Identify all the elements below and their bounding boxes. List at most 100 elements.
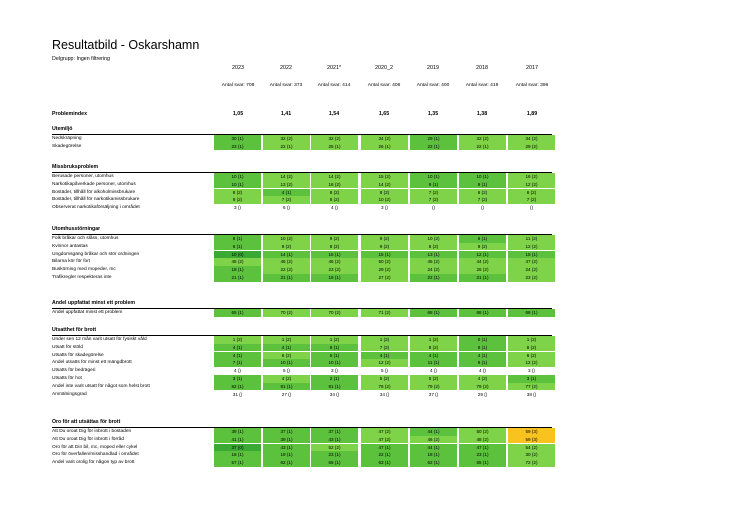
table-cell: 5 ()	[283, 368, 290, 374]
table-cell: 62 (1)	[410, 459, 457, 467]
table-cell: 21 (1)	[214, 274, 261, 282]
table-cell: 10 (2)	[410, 235, 457, 243]
section-underline	[52, 233, 552, 235]
table-cell: 5 (2)	[410, 375, 457, 383]
table-cell: 72 (2)	[508, 459, 555, 467]
table-cell: 8 (2)	[311, 196, 358, 205]
table-cell: 12 (1)	[459, 250, 506, 259]
table-cell: 16 (2)	[311, 180, 358, 189]
table-cell: 41 (1)	[214, 435, 261, 444]
row-label: Andel uppfattat minst ett problem	[52, 310, 123, 315]
row-label: Oro för att Din bil, mc, moped eller cyk…	[52, 444, 138, 450]
section-underline	[52, 133, 552, 135]
section-title: Missbruksproblem	[52, 164, 99, 170]
section-title: Utomhusstörningar	[52, 226, 101, 232]
table-cell: 15 (1)	[311, 250, 358, 259]
table-cell: 39 (1)	[263, 435, 310, 444]
table-cell: 23 (1)	[311, 451, 358, 460]
table-cell: 9 (1)	[410, 180, 457, 189]
section-title: Oro för att utsättas för brott	[52, 419, 121, 425]
table-cell: 38 ()	[526, 391, 537, 397]
table-cell: 71 (2)	[361, 309, 408, 317]
table-cell: 81 (1)	[311, 382, 358, 391]
table-cell: 3 ()	[331, 368, 338, 374]
table-row: Andel utsatts för minst ett mängdbrott 7 …	[52, 359, 555, 369]
table-cell: 5 (1)	[311, 351, 358, 360]
table-cell: 19 (1)	[311, 274, 358, 282]
row-label: Andel utsatts för minst ett mängdbrott	[52, 360, 132, 366]
table-cell: 70 (2)	[311, 309, 358, 317]
row-label: Utsatts för skadegörelse	[52, 352, 104, 358]
table-cell: 22 (1)	[459, 142, 506, 151]
table-cell: 44 (1)	[410, 428, 457, 436]
table-cell: 6 (2)	[508, 188, 555, 197]
answer-count: Antal svar: 373	[269, 83, 303, 88]
answer-count: Antal svar: 414	[317, 83, 351, 88]
table-cell: 1 (2)	[410, 336, 457, 344]
table-cell: 12 (2)	[508, 180, 555, 189]
table-cell: 34 ()	[379, 391, 390, 397]
table-cell: 13 (1)	[410, 250, 457, 259]
table-cell: 19 (1)	[263, 451, 310, 460]
table-row: Skadegörelse 23 (1) 22 (1) 25 (1) 26 (1) 22 (…	[52, 142, 555, 152]
table-cell: 4 ()	[430, 368, 437, 374]
table-cell: 52 (2)	[311, 443, 358, 452]
table-cell: 18 (1)	[410, 451, 457, 460]
table-cell: 1 (2)	[214, 336, 261, 344]
answer-count: Antal svar: 406	[367, 83, 401, 88]
table-cell: 11 (1)	[410, 359, 457, 368]
section-underline	[52, 334, 552, 336]
table-cell: 3 ()	[381, 205, 388, 211]
answer-count: Antal svar: 419	[465, 83, 499, 88]
table-cell: 29 (1)	[410, 135, 457, 143]
table-cell: 9 (2)	[214, 196, 261, 205]
table-cell: 10 (1)	[214, 173, 261, 181]
table-cell: 13 (2)	[263, 180, 310, 189]
table-cell: 27 ()	[281, 391, 292, 397]
table-cell: 65 (1)	[459, 459, 506, 467]
table-cell: 4 (2)	[263, 375, 310, 383]
table-cell: 3 (1)	[508, 375, 555, 383]
table-row: Andel uppfattat minst ett problem 65 (1) 7…	[52, 309, 555, 318]
section-title: Utemiljö	[52, 126, 73, 132]
table-cell: 7 (1)	[214, 359, 261, 368]
table-cell: 9 (2)	[311, 235, 358, 243]
table-cell: 1 (2)	[311, 336, 358, 344]
table-cell: 10 (2)	[263, 235, 310, 243]
table-cell: 10 (2)	[361, 196, 408, 205]
table-cell: 54 (2)	[508, 443, 555, 452]
section-underline	[52, 426, 552, 428]
section-title: Andel uppfattat minst ett problem	[52, 300, 135, 306]
table-cell: 46 (2)	[311, 258, 358, 267]
table-cell: 37 (1)	[263, 428, 310, 436]
table-cell: 27 (2)	[361, 274, 408, 282]
table-cell: 9 (1)	[459, 180, 506, 189]
table-cell: 4 (1)	[459, 351, 506, 360]
problemindex-value: 1,89	[526, 111, 538, 117]
table-cell: 2 (1)	[311, 375, 358, 383]
table-cell: 10 (1)	[459, 173, 506, 181]
section-underline	[52, 171, 552, 173]
table-cell: 43 (1)	[311, 435, 358, 444]
problemindex-value: 1,05	[232, 111, 244, 117]
row-label: Oro för överfallen/misshandlad i området	[52, 452, 139, 458]
year-header: 2017	[526, 65, 538, 71]
table-cell: 6 (1)	[459, 343, 506, 352]
section-title: Utsatthet för brott	[52, 327, 97, 333]
table-cell: 45 (2)	[214, 258, 261, 267]
table-cell: 45 (2)	[410, 258, 457, 267]
table-cell: 8 (2)	[508, 343, 555, 352]
table-cell: 7 (2)	[410, 188, 457, 197]
table-cell: 10 (1)	[214, 180, 261, 189]
answer-count: Antal svar: 708	[221, 83, 255, 88]
table-cell: 5 ()	[381, 368, 388, 374]
section-underline	[52, 307, 552, 309]
table-cell: ()	[529, 205, 534, 211]
answer-count: Antal svar: 396	[515, 83, 549, 88]
table-cell: 29 ()	[477, 391, 488, 397]
table-cell: 50 (2)	[361, 258, 408, 267]
table-cell: 31 ()	[232, 391, 243, 397]
table-cell: 65 (1)	[311, 459, 358, 467]
table-cell: 77 (2)	[508, 382, 555, 391]
table-cell: 10 (1)	[410, 173, 457, 181]
